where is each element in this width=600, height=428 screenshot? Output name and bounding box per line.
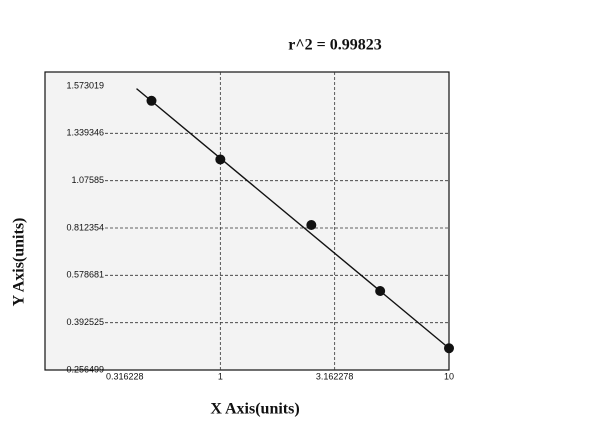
chart-title: r^2 = 0.99823 — [288, 37, 382, 54]
data-point — [306, 220, 317, 231]
y-tick-label: 0.256499 — [66, 364, 104, 374]
y-tick-label: 1.573019 — [66, 80, 104, 90]
x-axis-label: X Axis(units) — [210, 401, 299, 418]
x-tick-label: 10 — [444, 371, 454, 381]
y-tick-label: 0.812354 — [66, 222, 104, 232]
fit-line — [136, 88, 450, 349]
x-tick-label: 3.162278 — [316, 371, 354, 381]
plot-frame — [44, 71, 450, 371]
data-point — [215, 154, 226, 165]
y-tick-label: 0.578681 — [66, 270, 104, 280]
y-axis-label: Y Axis(units) — [11, 218, 28, 307]
x-tick-label: 0.316228 — [106, 371, 144, 381]
y-tick-label: 0.392525 — [66, 317, 104, 327]
data-point — [375, 286, 386, 297]
y-tick-label: 1.339346 — [66, 128, 104, 138]
y-tick-label: 1.07585 — [71, 175, 104, 185]
x-tick-label: 1 — [218, 371, 223, 381]
data-point — [146, 95, 157, 106]
data-point — [444, 343, 454, 354]
